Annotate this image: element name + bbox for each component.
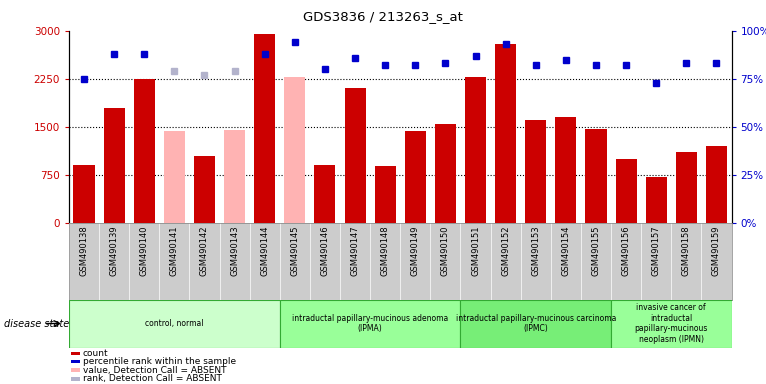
Text: GSM490153: GSM490153: [532, 225, 540, 276]
Bar: [435, 124, 456, 223]
Text: GSM490145: GSM490145: [290, 225, 300, 276]
Bar: [71, 377, 80, 381]
Text: GSM490138: GSM490138: [80, 225, 89, 276]
Bar: [284, 128, 306, 223]
Text: GSM490152: GSM490152: [501, 225, 510, 276]
Text: GSM490143: GSM490143: [230, 225, 239, 276]
Bar: [525, 120, 546, 223]
Bar: [74, 165, 94, 223]
Bar: [345, 88, 365, 223]
Text: GSM490156: GSM490156: [622, 225, 630, 276]
Bar: [375, 166, 396, 223]
Text: GSM490159: GSM490159: [712, 225, 721, 276]
Text: GSM490158: GSM490158: [682, 225, 691, 276]
Bar: [706, 146, 727, 223]
Bar: [134, 79, 155, 223]
Text: GSM490151: GSM490151: [471, 225, 480, 276]
Text: count: count: [83, 349, 109, 358]
Bar: [404, 131, 426, 223]
Text: intraductal papillary-mucinous carcinoma
(IPMC): intraductal papillary-mucinous carcinoma…: [456, 314, 616, 333]
Text: invasive cancer of
intraductal
papillary-mucinous
neoplasm (IPMN): invasive cancer of intraductal papillary…: [634, 303, 708, 344]
Bar: [224, 130, 245, 223]
Bar: [465, 77, 486, 223]
Text: GSM490139: GSM490139: [110, 225, 119, 276]
Bar: [495, 43, 516, 223]
Bar: [616, 159, 637, 223]
Text: GSM490150: GSM490150: [441, 225, 450, 276]
Text: GSM490144: GSM490144: [260, 225, 269, 276]
Text: GSM490154: GSM490154: [561, 225, 571, 276]
Text: value, Detection Call = ABSENT: value, Detection Call = ABSENT: [83, 366, 227, 375]
Text: GSM490140: GSM490140: [139, 225, 149, 276]
Text: rank, Detection Call = ABSENT: rank, Detection Call = ABSENT: [83, 374, 221, 383]
Bar: [254, 34, 275, 223]
Bar: [555, 117, 577, 223]
Text: GSM490141: GSM490141: [170, 225, 178, 276]
Bar: [676, 152, 697, 223]
Text: GSM490148: GSM490148: [381, 225, 390, 276]
Bar: [314, 165, 336, 223]
Text: percentile rank within the sample: percentile rank within the sample: [83, 357, 236, 366]
Bar: [103, 108, 125, 223]
Bar: [164, 131, 185, 223]
Text: GSM490149: GSM490149: [411, 225, 420, 276]
Text: control, normal: control, normal: [145, 319, 204, 328]
Bar: [611, 300, 732, 348]
Bar: [284, 77, 306, 223]
Bar: [71, 360, 80, 363]
Bar: [71, 369, 80, 372]
Text: GSM490147: GSM490147: [351, 225, 359, 276]
Bar: [69, 300, 280, 348]
Bar: [280, 300, 460, 348]
Text: GSM490142: GSM490142: [200, 225, 209, 276]
Bar: [585, 129, 607, 223]
Text: GDS3836 / 213263_s_at: GDS3836 / 213263_s_at: [303, 10, 463, 23]
Text: GSM490155: GSM490155: [591, 225, 601, 276]
Text: GSM490146: GSM490146: [320, 225, 329, 276]
Bar: [646, 177, 666, 223]
Bar: [460, 300, 611, 348]
Text: GSM490157: GSM490157: [652, 225, 661, 276]
Text: disease state: disease state: [4, 318, 69, 329]
Bar: [194, 156, 215, 223]
Text: intraductal papillary-mucinous adenoma
(IPMA): intraductal papillary-mucinous adenoma (…: [292, 314, 448, 333]
Bar: [71, 352, 80, 355]
